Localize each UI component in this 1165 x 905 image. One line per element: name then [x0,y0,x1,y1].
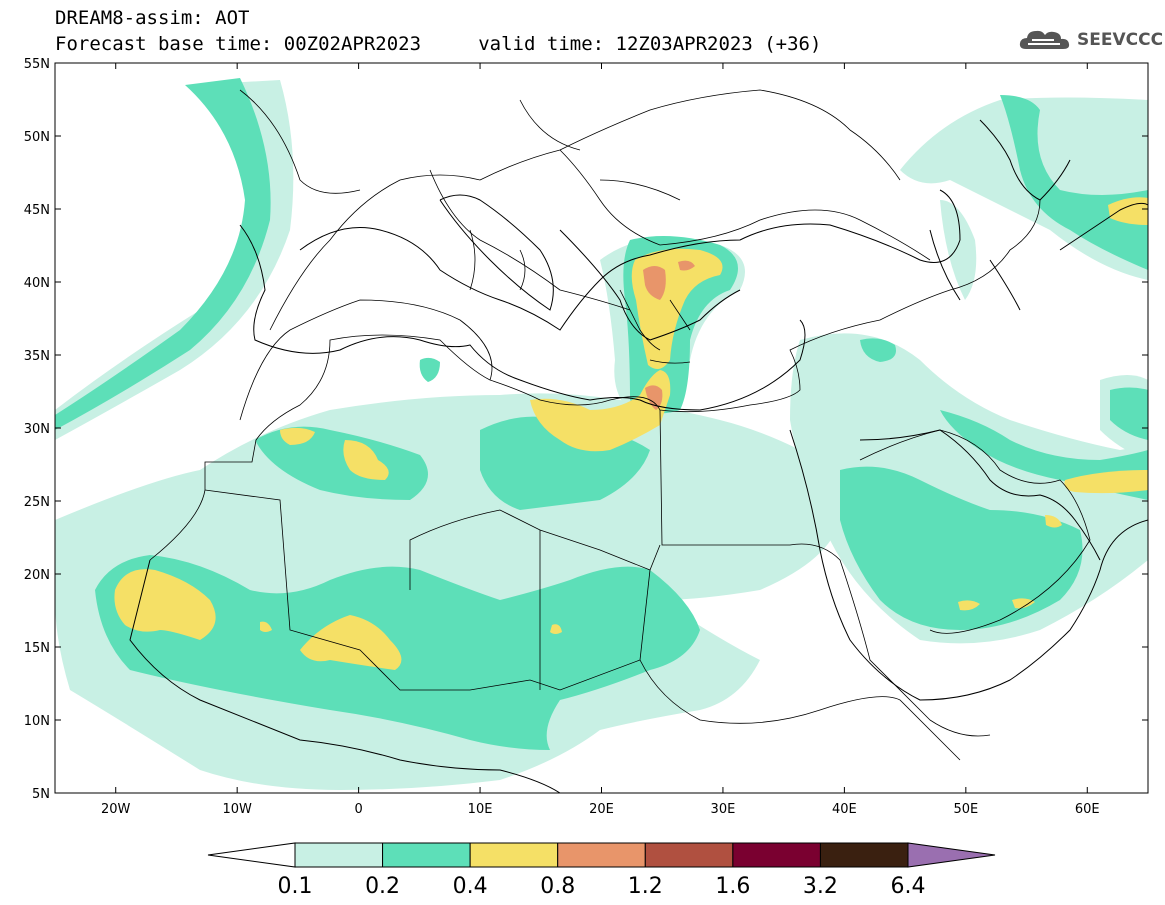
lat-tick-label: 20N [24,568,50,583]
colorbar-swatch [732,842,821,868]
aot-level-0-8 [643,260,695,410]
lon-tick-label: 10E [468,802,493,817]
lat-tick-label: 15N [24,641,50,656]
lat-tick-label: 30N [24,422,50,437]
colorbar-label: 6.4 [891,874,926,899]
lat-tick-label: 10N [24,714,50,729]
colorbar-label: 0.4 [453,874,488,899]
colorbar-swatch [557,842,646,868]
colorbar-label: 0.1 [278,874,313,899]
lon-tick-label: 40E [832,802,857,817]
colorbar-under-arrow [207,842,296,868]
logo-text: SEEVCCC [1077,30,1164,50]
colorbar-label: 3.2 [803,874,838,899]
lon-tick-label: 10W [222,802,252,817]
greece-coast-detail [469,229,691,364]
lon-tick-label: 30E [711,802,736,817]
coastlines [129,119,1148,793]
colorbar-label: 0.2 [365,874,400,899]
lon-tick-label: 0 [354,802,362,817]
colorbar-label: 0.8 [540,874,575,899]
aot-level-0-2 [55,78,1148,750]
colorbar-swatch [469,842,559,868]
map-title: DREAM8-assim: AOT [55,7,250,29]
latitude-axis: 55N 50N 45N 40N 35N 30N 25N 20N 15N 10N 5N [24,57,1148,802]
lat-tick-label: 25N [24,495,50,510]
lon-tick-label: 60E [1075,802,1100,817]
colorbar-swatch [644,842,734,868]
aot-field [55,63,1148,793]
lat-tick-label: 35N [24,349,50,364]
colorbar-swatch [294,842,384,868]
lon-tick-label: 50E [953,802,978,817]
cloud-icon [1019,30,1070,49]
lat-tick-label: 45N [24,203,50,218]
colorbar-label: 1.2 [628,874,663,899]
colorbar-label: 1.6 [715,874,750,899]
lat-tick-label: 55N [24,57,50,72]
lat-tick-label: 5N [32,787,50,802]
seevccc-logo: SEEVCCC [1018,26,1163,54]
lon-tick-label: 20E [589,802,614,817]
lat-tick-label: 40N [24,276,50,291]
longitude-axis: 20W 10W 0 10E 20E 30E 40E 50E 60E [101,63,1100,817]
forecast-time-subtitle: Forecast base time: 00Z02APR2023 valid t… [55,33,822,55]
colorbar-over-arrow [907,842,996,868]
colorbar: 0.1 0.2 0.4 0.8 1.2 1.6 3.2 6.4 [207,842,996,899]
lon-tick-label: 20W [101,802,131,817]
colorbar-swatch [382,842,471,868]
lat-tick-label: 50N [24,130,50,145]
colorbar-swatch [819,842,909,868]
